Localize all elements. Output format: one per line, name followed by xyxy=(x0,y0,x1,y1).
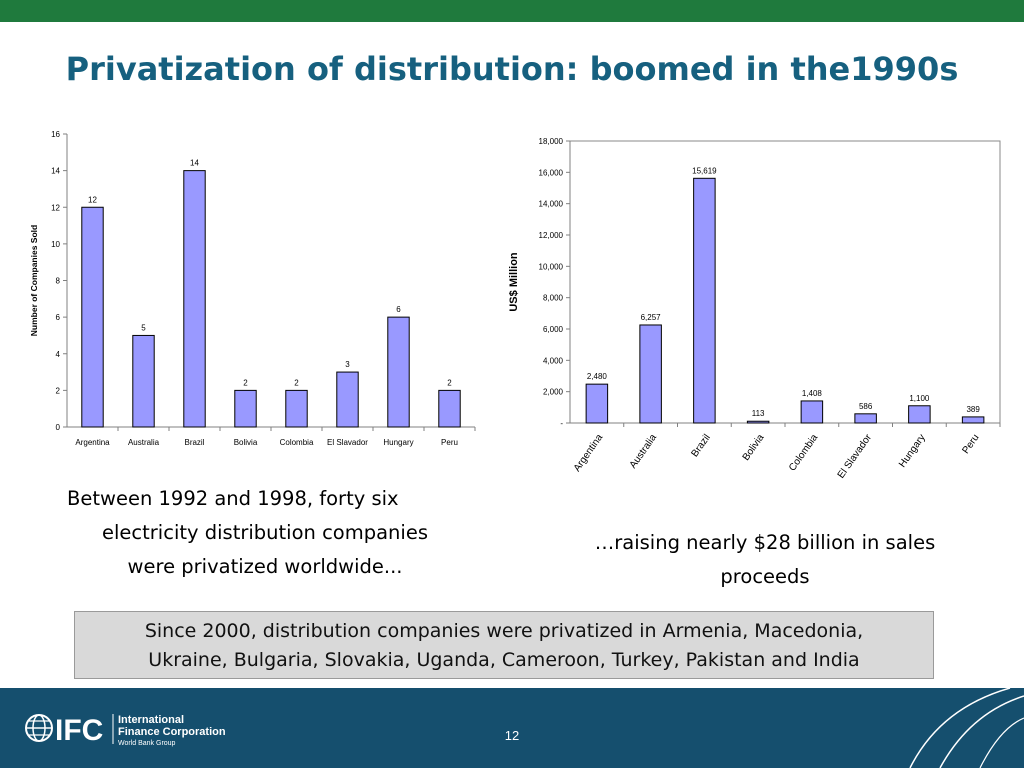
globe-icon xyxy=(25,714,53,742)
x-tick-label: Argentina xyxy=(75,438,110,447)
ifc-logo: IFC International Finance Corporation Wo… xyxy=(25,714,226,747)
y-tick-label: 14 xyxy=(51,167,60,176)
data-label: 1,100 xyxy=(909,394,930,403)
ifc-wordmark: IFC xyxy=(55,714,103,747)
y-tick-label: 4 xyxy=(56,350,61,359)
y-tick-label: 4,000 xyxy=(543,356,564,365)
caption-proceeds: …raising nearly $28 billion in sales pro… xyxy=(560,526,970,594)
data-label: 3 xyxy=(345,360,350,369)
x-tick-label: Colombia xyxy=(280,438,314,447)
data-label: 586 xyxy=(859,402,873,411)
org-name-line-2: Finance Corporation xyxy=(118,726,226,738)
y-tick-label: 0 xyxy=(56,423,61,432)
y-tick-label: 14,000 xyxy=(539,200,564,209)
data-label: 15,619 xyxy=(692,166,717,175)
x-tick-label: Peru xyxy=(441,438,458,447)
x-tick-label: Bolivia xyxy=(741,432,767,463)
bar xyxy=(285,389,308,428)
x-tick-label: Colombia xyxy=(787,432,820,473)
bar xyxy=(854,413,877,424)
bar xyxy=(585,383,609,424)
bar xyxy=(132,334,155,428)
data-label: 2 xyxy=(294,378,299,387)
data-label: 2 xyxy=(447,378,452,387)
y-tick-label: - xyxy=(560,419,563,428)
bar xyxy=(438,389,461,428)
y-tick-label: 12 xyxy=(51,203,60,212)
y-tick-label: 16 xyxy=(51,130,60,139)
x-tick-label: Argentina xyxy=(572,432,606,474)
y-axis-title: Number of Companies Sold xyxy=(29,225,39,336)
caption-companies: Between 1992 and 1998, forty six electri… xyxy=(55,482,475,584)
data-label: 113 xyxy=(752,409,765,418)
top-accent-bar xyxy=(0,0,1024,22)
note-line: Since 2000, distribution companies were … xyxy=(144,620,864,642)
data-label: 12 xyxy=(88,195,97,204)
y-tick-label: 6 xyxy=(56,313,61,322)
companies-sold-chart: 0 2 4 6 8 10 12 14 16 12 Argentina 5 Australia 14 Braz… xyxy=(29,130,476,447)
bar xyxy=(183,170,206,428)
y-tick-label: 16,000 xyxy=(539,168,564,177)
data-label: 389 xyxy=(966,405,980,414)
caption-line: proceeds xyxy=(720,565,810,588)
decorative-swoosh xyxy=(909,688,1024,768)
x-tick-label: Hungary xyxy=(383,438,413,447)
bar xyxy=(639,324,662,424)
bar xyxy=(336,371,359,428)
x-tick-label: Bolivia xyxy=(234,438,258,447)
footer-bar: IFC International Finance Corporation Wo… xyxy=(0,688,1024,768)
bar xyxy=(81,206,104,428)
x-tick-label: Australia xyxy=(128,438,160,447)
bar xyxy=(746,420,770,424)
caption-line: Between 1992 and 1998, forty six xyxy=(67,487,399,510)
data-label: 14 xyxy=(190,159,199,168)
bar xyxy=(693,177,716,424)
bar xyxy=(800,400,824,424)
caption-line: electricity distribution companies xyxy=(102,521,428,544)
plot-frame xyxy=(569,140,1001,424)
x-tick-label: Brazil xyxy=(184,438,204,447)
x-tick-label: Peru xyxy=(960,432,981,456)
caption-line: were privatized worldwide... xyxy=(127,555,403,578)
y-tick-label: 6,000 xyxy=(543,325,564,334)
note-line: Ukraine, Bulgaria, Slovakia, Uganda, Cam… xyxy=(148,649,860,671)
data-label: 6,257 xyxy=(641,313,662,322)
y-tick-label: 2 xyxy=(56,386,61,395)
slide-title: Privatization of distribution: boomed in… xyxy=(65,50,959,88)
x-tick-label: Australia xyxy=(628,432,660,471)
y-tick-label: 12,000 xyxy=(539,231,564,240)
bar xyxy=(961,416,985,424)
y-tick-label: 8,000 xyxy=(543,294,564,303)
bar xyxy=(387,316,410,428)
data-label: 5 xyxy=(141,323,146,332)
y-axis-title: US$ Million xyxy=(508,252,520,312)
data-label: 1,408 xyxy=(802,389,823,398)
org-name-line-1: International xyxy=(118,714,184,726)
page-number: 12 xyxy=(504,728,520,743)
caption-line: …raising nearly $28 billion in sales xyxy=(594,531,936,554)
org-subtitle: World Bank Group xyxy=(118,740,176,747)
x-tick-label: El Slavador xyxy=(836,432,875,481)
data-label: 6 xyxy=(396,305,401,314)
y-tick-label: 18,000 xyxy=(539,137,564,146)
x-tick-label: Brazil xyxy=(689,432,712,459)
bar xyxy=(234,389,257,428)
note-box: Since 2000, distribution companies were … xyxy=(74,611,934,679)
sales-proceeds-chart: - 2,000 4,000 6,000 8,000 10,000 12,000 14,000 1… xyxy=(508,137,1001,481)
data-label: 2,480 xyxy=(587,372,608,381)
x-tick-label: Hungary xyxy=(897,432,928,469)
data-label: 2 xyxy=(243,378,248,387)
y-tick-label: 10,000 xyxy=(539,262,564,271)
bar xyxy=(908,405,931,424)
y-tick-label: 8 xyxy=(56,277,61,286)
y-tick-label: 2,000 xyxy=(543,388,564,397)
y-tick-label: 10 xyxy=(51,240,60,249)
x-tick-label: El Slavador xyxy=(327,438,368,447)
